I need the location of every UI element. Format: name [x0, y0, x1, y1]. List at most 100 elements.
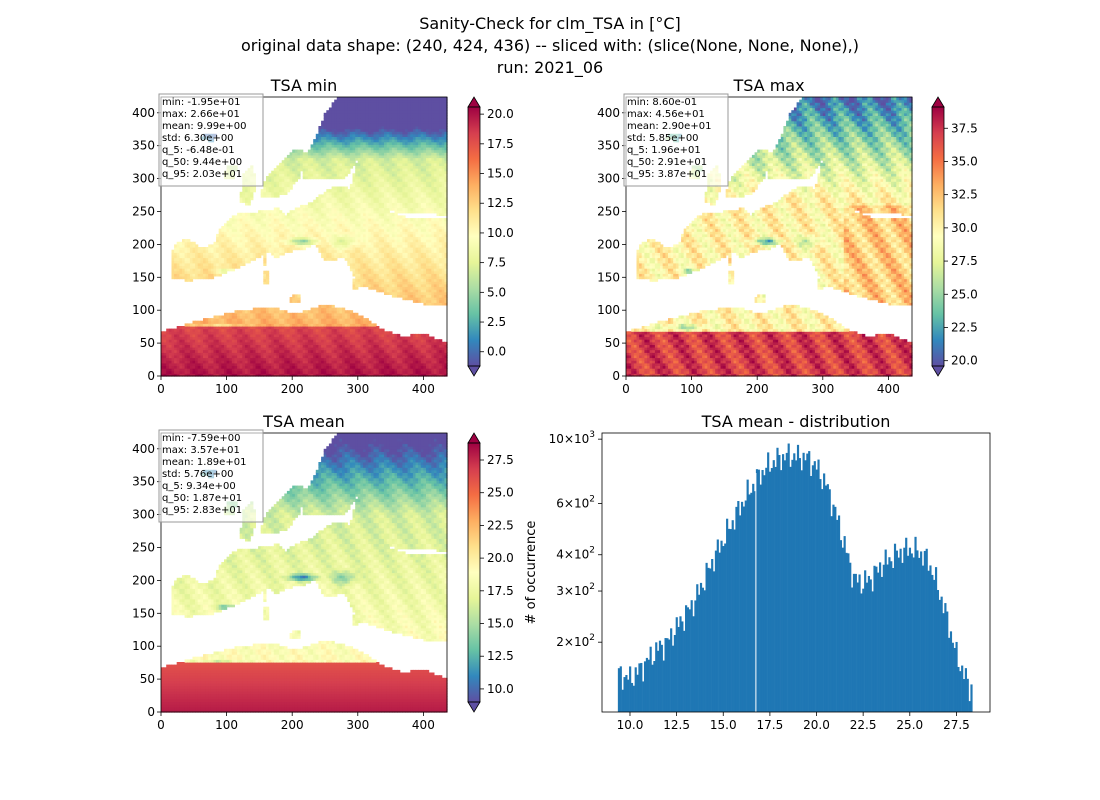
histogram-bar — [734, 530, 736, 712]
histogram-bar — [696, 584, 698, 712]
histogram-bar — [862, 589, 864, 712]
colorbar-tick-label: 37.5 — [951, 121, 978, 135]
histogram-bar — [825, 486, 827, 712]
stats-line: mean: 9.99e+00 — [162, 121, 246, 132]
stats-line: q_5: 1.96e+01 — [627, 145, 701, 156]
histogram-bar — [844, 536, 846, 712]
histogram-bar — [855, 574, 857, 712]
panel-title: TSA mean - distribution — [701, 412, 891, 431]
histogram-bar — [743, 507, 745, 712]
histogram-bar — [748, 494, 750, 712]
colorbar-extend-max — [468, 433, 480, 443]
histogram-bar — [618, 668, 620, 712]
histogram-bar — [694, 600, 696, 712]
histogram-bar — [679, 616, 681, 712]
histogram-bar — [832, 505, 834, 712]
histogram-bar — [752, 484, 754, 712]
histogram-bar — [845, 553, 847, 712]
stats-line: mean: 2.90e+01 — [627, 121, 711, 132]
histogram-bar — [637, 675, 639, 712]
histogram-bar — [776, 448, 778, 712]
colorbar-tick-label: 0.0 — [487, 345, 506, 359]
histogram-bar — [715, 551, 717, 712]
y-tick-label: 150 — [132, 270, 155, 284]
y-tick-label: 350 — [132, 139, 155, 153]
histogram-bar — [814, 461, 816, 712]
histogram-bar — [877, 573, 879, 712]
histogram-bar — [941, 597, 943, 712]
histogram-bar — [853, 574, 855, 712]
panel-title: TSA mean — [262, 412, 345, 431]
histogram-bar — [620, 666, 622, 712]
histogram-bar — [860, 593, 862, 712]
histogram-bar — [803, 453, 805, 712]
histogram-bar — [801, 470, 803, 712]
histogram-bar — [948, 638, 950, 712]
y-tick-label: 400 — [132, 442, 155, 456]
histogram-bar — [691, 600, 693, 712]
histogram-bar — [959, 671, 961, 712]
x-tick-label: 300 — [346, 382, 369, 396]
histogram-bar — [709, 568, 711, 712]
stats-line: max: 4.56e+01 — [627, 109, 705, 120]
colorbar-tick-label: 15.0 — [487, 167, 514, 181]
x-tick-label: 0 — [157, 718, 165, 732]
histogram-bar — [905, 538, 907, 712]
histogram-bar — [702, 588, 704, 712]
histogram-bar — [836, 520, 838, 712]
histogram-bar — [651, 665, 653, 712]
histogram-bar — [924, 551, 926, 712]
histogram-bar — [735, 507, 737, 712]
histogram-bar — [909, 548, 911, 712]
histogram-bar — [678, 627, 680, 712]
x-tick-label: 17.5 — [757, 718, 784, 732]
y-tick-label: 150 — [132, 606, 155, 620]
histogram-bar — [952, 643, 954, 712]
colorbar — [932, 107, 944, 366]
histogram-bar — [851, 588, 853, 713]
histogram-bar — [868, 576, 870, 712]
histogram-bar — [950, 631, 952, 712]
histogram-bar — [883, 565, 885, 712]
colorbar-tick-label: 10.0 — [487, 226, 514, 240]
histogram-bar — [775, 467, 777, 712]
colorbar-tick-label: 5.0 — [487, 285, 506, 299]
histogram-bar — [929, 565, 931, 712]
histogram-bar — [663, 661, 665, 712]
histogram-bar — [920, 551, 922, 712]
histogram-bar — [657, 651, 659, 712]
histogram-bar — [771, 468, 773, 712]
histogram-bar — [898, 558, 900, 712]
histogram-bar — [685, 605, 687, 712]
histogram-bar — [791, 460, 793, 712]
colorbar-tick-label: 10.0 — [487, 682, 514, 696]
histogram-bar — [745, 501, 747, 713]
histogram-bar — [704, 590, 706, 712]
x-tick-label: 27.5 — [943, 718, 970, 732]
histogram-bar — [767, 452, 769, 712]
colorbar-tick-label: 22.5 — [951, 320, 978, 334]
y-tick-label: 200 — [132, 237, 155, 251]
y-tick-label: 50 — [140, 336, 155, 350]
histogram-bar — [773, 460, 775, 712]
histogram-bar — [782, 454, 784, 712]
x-tick-label: 15.0 — [710, 718, 737, 732]
y-tick-label: 250 — [132, 204, 155, 218]
colorbar-tick-label: 30.0 — [951, 221, 978, 235]
stats-line: min: -7.59e+00 — [162, 433, 241, 444]
y-tick-label: 200 — [597, 237, 620, 251]
colorbar-tick-label: 20.0 — [487, 551, 514, 565]
stats-line: q_95: 2.03e+01 — [162, 169, 242, 180]
histogram-bar — [644, 661, 646, 712]
histogram-bar — [633, 686, 635, 712]
histogram-bar — [817, 460, 819, 712]
histogram-bar — [911, 553, 913, 712]
x-tick-label: 200 — [746, 382, 769, 396]
histogram-bar — [786, 453, 788, 712]
histogram-bar — [763, 475, 765, 712]
histogram-bar — [765, 468, 767, 712]
histogram-bar — [666, 638, 668, 712]
histogram-bar — [864, 570, 866, 712]
colorbar — [468, 443, 480, 702]
